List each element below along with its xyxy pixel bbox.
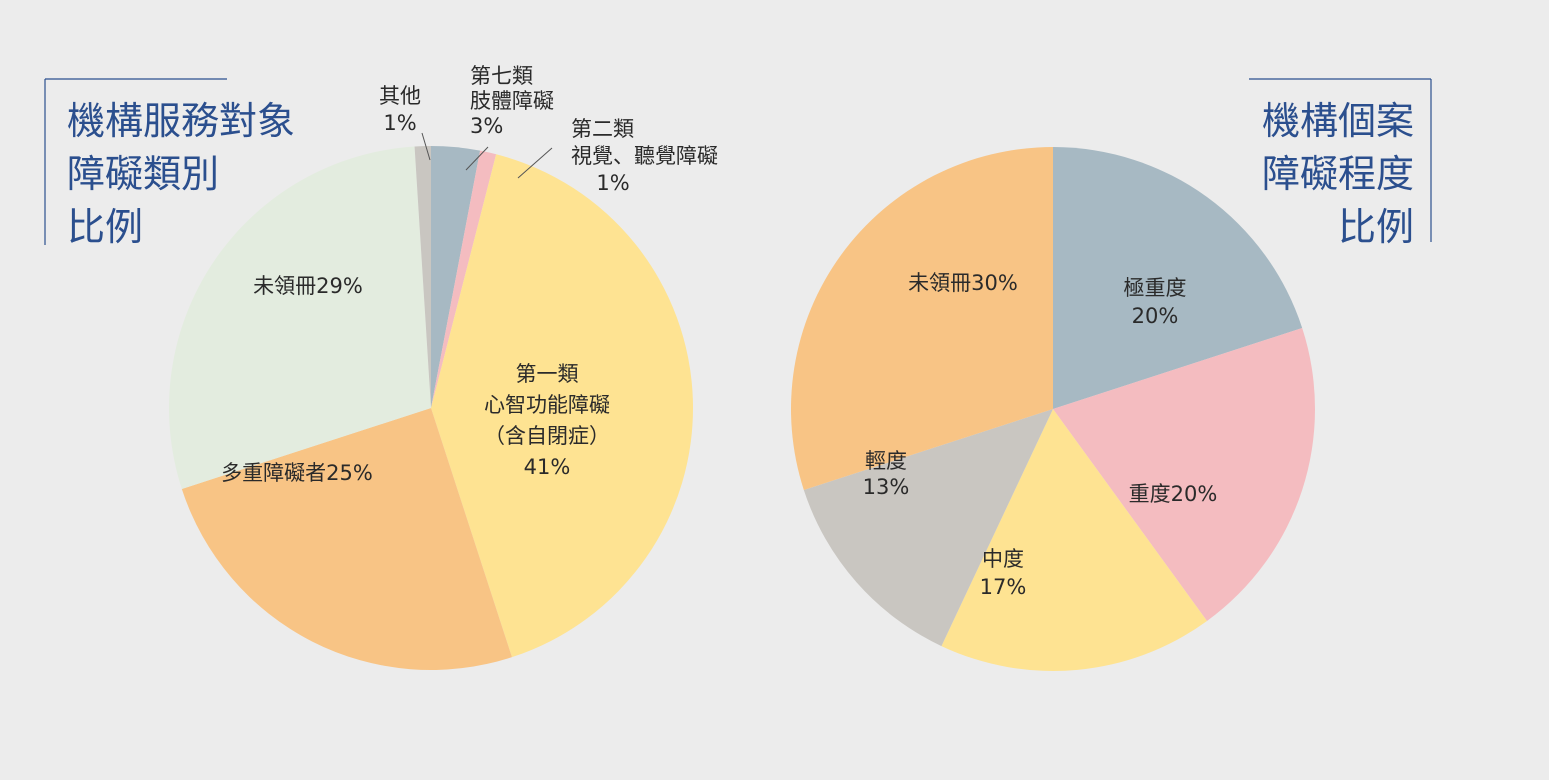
leader-line-type7 [465,146,489,171]
leader-line-type2 [517,147,553,179]
pie1-slice-3 [431,154,693,658]
pie1-label-5: 未領冊29% [253,274,363,298]
left-title-block: 機構服務對象 障礙類別 比例 [44,78,295,249]
pie2-slice-1 [1053,147,1303,409]
pie2-label-3: 中度 17% [980,547,1027,599]
pie1-slice-2 [431,150,497,408]
labels-disability-category: 第七類肢體障礙 3% 第二類視覺、聽覺障礙 1% 第一類心智功能障礙（含自閉症） 41% 多… [221,64,718,485]
pie-disability-severity [790,147,1315,671]
pie1-label-4: 多重障礙者25% [221,461,373,485]
right-title-line-1: 機構個案 [1262,99,1414,143]
pie1-slice-6 [414,146,431,408]
pie1-slice-1 [431,146,481,408]
pie1-slice-4 [181,408,512,671]
pie2-label-1: 極重度 20% [1124,276,1187,328]
pie1-label-2: 第二類視覺、聽覺障礙 1% [571,117,718,195]
pie1-label-6: 其他 1% [379,84,421,135]
pie2-label-2: 重度20% [1129,482,1218,506]
left-title-line-2: 障礙類別 [67,152,219,196]
labels-disability-severity: 極重度 20% 重度20% 中度 17% 輕度 13% 未領冊30% [863,271,1218,599]
pie2-slice-5 [790,147,1053,490]
right-title-line-3: 比例 [1338,205,1414,249]
pie2-slice-3 [941,409,1207,671]
left-title-line-1: 機構服務對象 [67,99,295,143]
right-title-line-2: 障礙程度 [1262,152,1414,196]
pie1-label-1: 第七類肢體障礙 3% [470,64,554,138]
leader-line-other [421,132,431,161]
pie2-slice-4 [803,409,1053,647]
right-title-block: 機構個案 障礙程度 比例 [1249,78,1432,249]
leader-lines [421,132,553,179]
pie2-label-5: 未領冊30% [908,271,1018,295]
pie2-slice-2 [1053,328,1315,621]
pie1-label-3: 第一類心智功能障礙（含自閉症） 41% [484,362,610,479]
pie1-slice-5 [169,146,431,489]
left-title-line-3: 比例 [67,205,143,249]
pie-disability-category [169,146,693,671]
pie2-label-4: 輕度 13% [863,449,910,499]
